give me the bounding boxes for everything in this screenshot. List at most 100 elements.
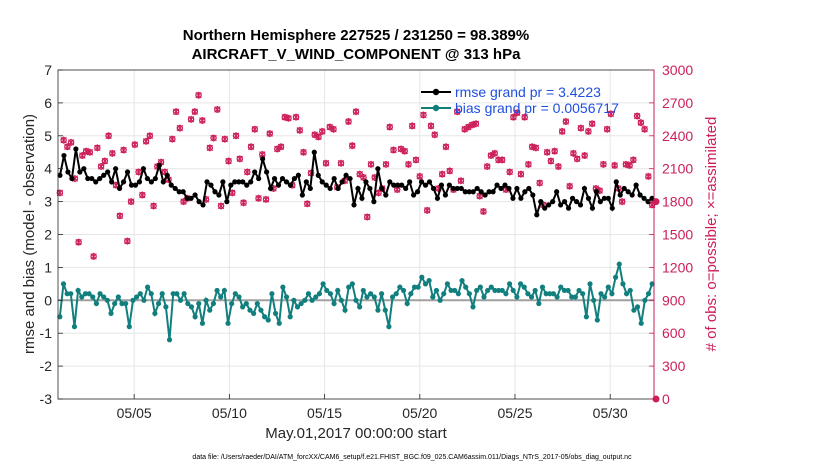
rmse-point (236, 179, 242, 185)
bias-point (221, 287, 227, 294)
rmse-point (97, 175, 103, 182)
obs-assimilated-marker (187, 115, 195, 123)
obs-assimilated-marker (547, 157, 555, 165)
obs-assimilated-marker (487, 152, 495, 160)
obs-assimilated-marker (551, 147, 558, 155)
bias-point (247, 307, 253, 313)
bias-point (108, 310, 114, 317)
bias-point (316, 291, 323, 297)
bias-point (159, 291, 165, 297)
rmse-point (442, 192, 448, 198)
bias-point (397, 284, 403, 290)
obs-assimilated-marker (304, 200, 311, 208)
rmse-point (303, 179, 309, 185)
y-left-tick-label: 4 (44, 161, 52, 177)
bias-point (408, 291, 414, 297)
rmse-point (581, 185, 588, 192)
rmse-point (625, 189, 631, 195)
obs-assimilated-marker (506, 168, 513, 176)
y-right-tick-label: 3000 (662, 62, 693, 78)
bias-point (514, 294, 520, 300)
bias-point (645, 291, 652, 297)
bias-point (554, 294, 560, 300)
legend-label-rmse: rmse grand pr = 3.4223 (455, 84, 601, 100)
bias-point (393, 291, 399, 297)
y-right-tick-label: 600 (662, 325, 686, 341)
obs-assimilated-marker (146, 132, 154, 140)
obs-assimilated-marker (618, 198, 626, 206)
rmse-point (93, 179, 99, 185)
rmse-point (240, 179, 246, 185)
bias-point (141, 297, 147, 303)
bias-point (298, 300, 304, 307)
rmse-point (323, 182, 329, 188)
bias-point (558, 284, 564, 290)
obs-assimilated-marker (431, 131, 438, 139)
rmse-point (315, 172, 321, 178)
obs-assimilated-marker (454, 108, 461, 116)
rmse-point (355, 185, 361, 192)
obs-assimilated-marker (142, 137, 150, 145)
rmse-point (331, 175, 337, 182)
rmse-point (101, 172, 107, 178)
obs-assimilated-marker (225, 157, 232, 165)
bias-point (616, 261, 622, 267)
bias-point (499, 287, 505, 294)
bias-point (163, 304, 169, 310)
y-right-tick-label: 1200 (662, 259, 693, 275)
obs-assimilated-marker (491, 149, 498, 157)
bias-point (261, 314, 268, 320)
rmse-point (438, 182, 445, 188)
bias-point (389, 294, 396, 300)
rmse-point (252, 169, 258, 175)
rmse-point (514, 185, 520, 192)
obs-assimilated-marker (517, 170, 525, 178)
rmse-point (597, 199, 603, 205)
bias-point (485, 287, 491, 294)
obs-assimilated-marker (300, 148, 307, 156)
rmse-point (152, 175, 158, 182)
rmse-point (403, 185, 409, 192)
rmse-point (61, 152, 67, 159)
bias-point (543, 291, 549, 297)
obs-assimilated-marker (75, 238, 82, 246)
rmse-point (264, 169, 270, 175)
bias-point (269, 291, 275, 297)
rmse-point (132, 182, 139, 188)
bias-point (218, 294, 224, 300)
obs-assimilated-marker (292, 113, 300, 121)
obs-assimilated-marker (274, 145, 281, 153)
obs-assimilated-marker (217, 202, 225, 210)
rmse-point (621, 185, 627, 192)
obs-assimilated-marker (484, 163, 491, 171)
series-layer (56, 91, 660, 403)
bias-point (404, 300, 410, 307)
bias-point (287, 314, 293, 320)
bias-point (382, 307, 388, 313)
rmse-point (192, 192, 198, 198)
bias-point (64, 291, 70, 297)
obs-assimilated-marker (172, 108, 180, 116)
rmse-point (446, 182, 452, 188)
rmse-point (291, 175, 298, 182)
rmse-point (188, 195, 194, 201)
bias-point (488, 284, 494, 290)
rmse-point (311, 149, 317, 155)
obs-assimilated-marker (566, 182, 573, 190)
bias-point (342, 307, 348, 313)
rmse-point (271, 175, 278, 182)
rmse-point (69, 175, 75, 182)
bias-point (448, 287, 454, 294)
bias-point (400, 287, 407, 294)
obs-assimilated-marker (120, 146, 127, 154)
bias-point (229, 300, 235, 307)
data-file-footnote: data file: /Users/raeder/DAI/ATM_forcXX/… (192, 454, 632, 461)
bias-point (71, 324, 78, 330)
bias-point (539, 284, 546, 290)
rmse-point (633, 182, 639, 188)
obs-assimilated-marker (285, 114, 292, 122)
rmse-point (347, 175, 353, 182)
obs-assimilated-marker (626, 161, 633, 169)
obs-assimilated-marker (251, 125, 258, 133)
rmse-point (613, 179, 619, 185)
